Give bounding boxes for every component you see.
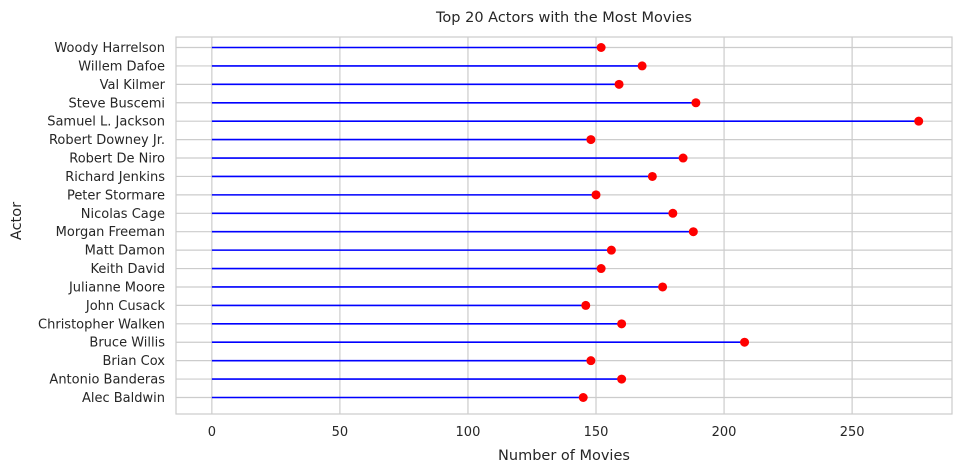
x-tick-labels: 0 50 100 150 200 250 xyxy=(208,425,865,440)
y-tick-label: Antonio Banderas xyxy=(49,373,165,388)
y-tick-label: Brian Cox xyxy=(102,354,165,369)
y-tick-label: Keith David xyxy=(91,262,166,277)
y-tick-label: Matt Damon xyxy=(85,244,165,259)
chart-title: Top 20 Actors with the Most Movies xyxy=(435,10,692,26)
x-axis-label: Number of Movies xyxy=(498,448,630,464)
data-point xyxy=(617,319,627,329)
y-tick-label: Bruce Willis xyxy=(89,336,165,351)
axes-frame xyxy=(175,36,953,415)
markers xyxy=(578,43,924,402)
grid-lines xyxy=(176,37,952,414)
data-point xyxy=(914,116,924,126)
data-point xyxy=(678,153,688,163)
y-tick-label: Robert De Niro xyxy=(69,152,165,167)
x-tick-label: 0 xyxy=(208,425,216,440)
y-tick-label: Julianne Moore xyxy=(68,280,165,295)
y-tick-label: Alec Baldwin xyxy=(82,391,165,406)
data-point xyxy=(637,61,647,71)
y-tick-label: Morgan Freeman xyxy=(56,225,165,240)
stems xyxy=(211,46,919,399)
y-tick-label: Richard Jenkins xyxy=(65,170,165,185)
y-tick-label: Woody Harrelson xyxy=(54,41,165,56)
y-tick-label: Peter Stormare xyxy=(67,188,165,203)
x-tick-label: 150 xyxy=(584,425,609,440)
y-tick-label: Robert Downey Jr. xyxy=(49,133,165,148)
data-point xyxy=(586,135,596,145)
plot-frame xyxy=(175,36,953,415)
x-tick-label: 50 xyxy=(332,425,349,440)
data-point xyxy=(668,208,678,218)
y-tick-label: Nicolas Cage xyxy=(81,207,165,222)
y-tick-label: Willem Dafoe xyxy=(78,59,165,74)
data-point xyxy=(581,300,591,310)
y-tick-label: Val Kilmer xyxy=(100,78,166,93)
data-point xyxy=(688,227,698,237)
y-tick-label: Steve Buscemi xyxy=(68,96,165,111)
x-tick-label: 200 xyxy=(712,425,737,440)
data-point xyxy=(591,190,601,200)
data-point xyxy=(586,356,596,366)
y-tick-label: John Cusack xyxy=(85,299,166,314)
data-point xyxy=(740,337,750,347)
data-point xyxy=(691,98,701,108)
y-tick-label: Christopher Walken xyxy=(38,317,165,332)
data-point xyxy=(578,393,588,402)
data-point xyxy=(658,282,668,292)
y-tick-label: Samuel L. Jackson xyxy=(47,115,165,130)
data-point xyxy=(596,43,606,52)
data-point xyxy=(614,79,624,89)
x-tick-label: 100 xyxy=(456,425,481,440)
data-point xyxy=(647,171,657,181)
y-tick-labels: Woody Harrelson Willem Dafoe Val Kilmer Ste… xyxy=(38,41,166,406)
x-tick-label: 250 xyxy=(840,425,865,440)
data-point xyxy=(606,245,616,255)
y-axis-label: Actor xyxy=(9,202,25,240)
data-point xyxy=(617,374,627,384)
data-point xyxy=(596,264,606,274)
